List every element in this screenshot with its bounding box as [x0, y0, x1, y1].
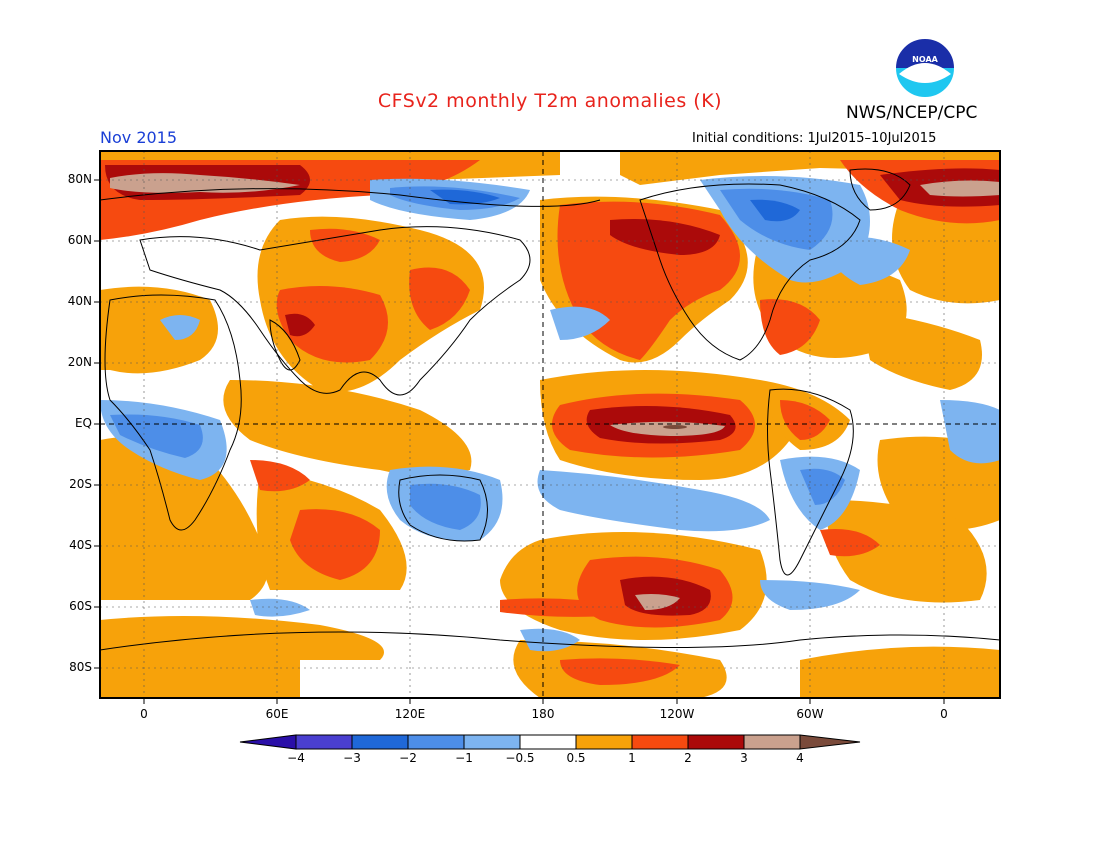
anomaly-field: [100, 151, 1000, 698]
lon-label-0-east: 0: [940, 707, 948, 721]
anomaly-band-3-4: [110, 173, 1000, 610]
colorbar-label: −2: [399, 751, 417, 765]
colorbar-label: −4: [287, 751, 305, 765]
initial-conditions-label: Initial conditions: 1Jul2015–10Jul2015: [692, 131, 937, 146]
lat-label-20n: 20N: [67, 355, 92, 369]
colorbar-label: 2: [684, 751, 692, 765]
lon-label-120e: 120E: [394, 707, 426, 721]
colorbar-label: −3: [343, 751, 361, 765]
lon-label-60w: 60W: [796, 707, 824, 721]
lat-label-80n: 80N: [67, 172, 92, 186]
map-title: CFSv2 monthly T2m anomalies (K): [377, 90, 723, 112]
colorbar-label: −0.5: [505, 751, 535, 765]
lon-label-0-west: 0: [140, 707, 148, 721]
lat-label-eq: EQ: [74, 416, 92, 430]
lat-label-60n: 60N: [67, 233, 92, 247]
colorbar-arrow-low: [239, 734, 297, 750]
coastlines: [100, 168, 1000, 651]
colorbar-arrow-high: [799, 734, 861, 750]
lat-label-60s: 60S: [69, 599, 92, 613]
lat-label-40n: 40N: [67, 294, 92, 308]
axis-ticks: [94, 179, 945, 704]
colorbar-label: 0.5: [566, 751, 586, 765]
colorbar: [239, 734, 861, 750]
lon-label-180: 180: [531, 707, 555, 721]
colorbar-label: 3: [740, 751, 748, 765]
colorbar-label: −1: [455, 751, 473, 765]
valid-month-label: Nov 2015: [100, 128, 178, 147]
equator-dateline: [100, 151, 1000, 698]
lat-label-20s: 20S: [69, 477, 92, 491]
colorbar-label: 4: [796, 751, 804, 765]
lat-label-40s: 40S: [69, 538, 92, 552]
gridlines: [100, 151, 1000, 698]
lon-label-120w: 120W: [659, 707, 695, 721]
colorbar-label: 1: [628, 751, 636, 765]
lon-label-60e: 60E: [265, 707, 289, 721]
agency-label: NWS/NCEP/CPC: [846, 103, 978, 123]
lat-label-80s: 80S: [69, 660, 92, 674]
